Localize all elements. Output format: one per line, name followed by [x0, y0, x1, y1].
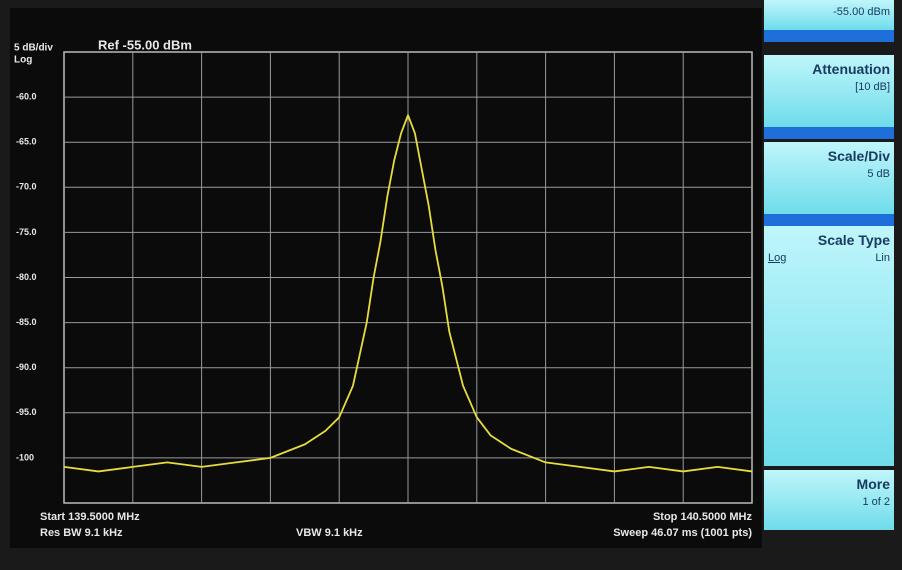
y-tick-label: -60.0 — [16, 91, 37, 101]
y-tick-label: -70.0 — [16, 182, 37, 192]
option: Log — [768, 252, 786, 264]
start-freq: Start 139.5000 MHz — [40, 511, 140, 523]
separator — [764, 30, 894, 42]
option: Lin — [875, 252, 890, 264]
sweep: Sweep 46.07 ms (1001 pts) — [613, 527, 752, 539]
attenuation-key[interactable]: Attenuation [10 dB] — [764, 55, 894, 127]
y-tick-label: -65.0 — [16, 137, 37, 147]
y-tick-label: -95.0 — [16, 407, 37, 417]
scale-type: Log — [14, 55, 32, 66]
scale-type-key[interactable]: Scale Type Log Lin — [764, 226, 894, 466]
softkey-panel: -55.00 dBm Attenuation [10 dB] Scale/Div 5… — [764, 0, 894, 550]
res-bw: Res BW 9.1 kHz — [40, 527, 123, 539]
key-label: More — [768, 476, 890, 492]
vbw: VBW 9.1 kHz — [296, 527, 363, 539]
y-tick-label: -80.0 — [16, 272, 37, 282]
y-tick-label: -100 — [16, 452, 34, 462]
key-label: Attenuation — [768, 61, 890, 77]
key-value: 5 dB — [768, 168, 890, 180]
softkey-value[interactable]: -55.00 dBm — [764, 0, 894, 30]
more-key[interactable]: More 1 of 2 — [764, 470, 894, 530]
y-tick-label: -85.0 — [16, 317, 37, 327]
y-tick-label: -90.0 — [16, 362, 37, 372]
key-label: Scale Type — [768, 232, 890, 248]
scale-label: 5 dB/div — [14, 43, 53, 54]
scale-div-key[interactable]: Scale/Div 5 dB — [764, 142, 894, 214]
stop-freq: Stop 140.5000 MHz — [653, 511, 753, 523]
separator — [764, 127, 894, 139]
key-label: Scale/Div — [768, 148, 890, 164]
key-value: 1 of 2 — [768, 496, 890, 508]
spectrum-display: 5 dB/div Log Ref -55.00 dBm Start 139.50… — [10, 8, 762, 548]
separator — [764, 214, 894, 226]
y-tick-label: -75.0 — [16, 227, 37, 237]
reference-level: Ref -55.00 dBm — [98, 37, 192, 52]
page: 5 dB/div Log Ref -55.00 dBm Start 139.50… — [0, 0, 902, 570]
key-value: [10 dB] — [768, 81, 890, 93]
